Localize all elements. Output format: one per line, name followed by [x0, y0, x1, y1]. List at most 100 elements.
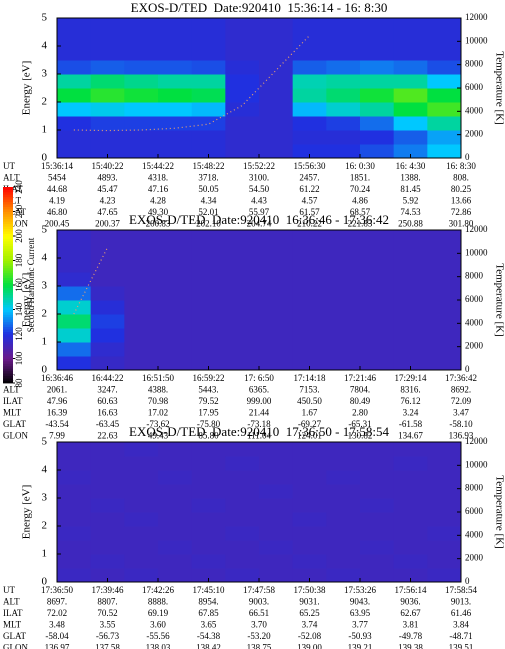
intensity-cell	[326, 512, 361, 527]
orbit-value: 60.63	[97, 396, 118, 406]
colorbar-step	[3, 316, 13, 320]
colorbar-step	[3, 265, 13, 269]
colorbar-step	[3, 253, 13, 256]
colorbar-step	[3, 228, 13, 232]
intensity-cell	[191, 230, 226, 245]
y-tick-label: 5	[42, 436, 48, 448]
intensity-cell	[360, 130, 395, 145]
colorbar-step	[3, 275, 13, 279]
orbit-value: 52.01	[198, 207, 218, 217]
orbit-value: 72.02	[47, 608, 67, 618]
intensity-cell	[292, 244, 327, 259]
intensity-cell	[57, 356, 92, 371]
intensity-cell	[57, 442, 92, 457]
intensity-cell	[259, 568, 294, 583]
colorbar-step	[3, 311, 13, 315]
y-axis-label: Energy [eV]	[21, 273, 33, 327]
intensity-cell	[360, 456, 395, 471]
intensity-cell	[225, 286, 260, 301]
colorbar-step	[3, 285, 13, 288]
orbit-value: 4.23	[100, 196, 116, 206]
intensity-cell	[57, 272, 92, 287]
intensity-cell	[393, 286, 428, 301]
intensity-cell	[90, 328, 125, 343]
intensity-cell	[259, 244, 294, 259]
orbit-row-label: ALT	[3, 173, 20, 183]
orbit-value: 74.53	[400, 207, 421, 217]
intensity-cell	[259, 512, 294, 527]
orbit-value: -58.04	[45, 631, 69, 641]
orbit-value: 1851.	[350, 173, 370, 183]
intensity-cell	[326, 74, 361, 89]
intensity-cell	[57, 286, 92, 301]
intensity-cell	[158, 46, 193, 61]
intensity-cell	[259, 526, 294, 541]
intensity-cell	[427, 244, 462, 259]
intensity-cell	[90, 286, 125, 301]
colorbar-label: Second Harmonic Current	[26, 237, 36, 332]
orbit-value: 4388.	[148, 385, 168, 395]
colorbar-step	[3, 255, 13, 259]
intensity-cell	[225, 356, 260, 371]
intensity-cell	[259, 88, 294, 103]
orbit-value: 999.00	[247, 396, 272, 406]
orbit-value: 7.99	[49, 431, 65, 441]
intensity-cell	[124, 102, 159, 117]
y-tick-label: 0	[42, 152, 48, 164]
intensity-cell	[158, 442, 193, 457]
y-tick-label: 3	[42, 280, 48, 292]
orbit-value: 50.05	[198, 184, 219, 194]
intensity-cell	[259, 130, 294, 145]
intensity-cell	[360, 230, 395, 245]
orbit-value: 15:44:22	[142, 161, 174, 171]
intensity-cell	[191, 18, 226, 33]
colorbar-tick-label: 240	[14, 180, 24, 194]
intensity-cell	[360, 32, 395, 47]
intensity-cell	[326, 568, 361, 583]
y2-tick-label: 0	[465, 364, 470, 374]
intensity-cell	[124, 314, 159, 329]
panel-title: EXOS-D/TED Date:920410 15:36:14 - 16: 8:…	[131, 0, 388, 15]
y2-tick-label: 4000	[465, 105, 484, 115]
intensity-cell	[225, 272, 260, 287]
intensity-cell	[259, 46, 294, 61]
colorbar-step	[3, 280, 13, 283]
orbit-value: 3.55	[100, 620, 116, 630]
orbit-value: 44.68	[47, 184, 68, 194]
orbit-row-label: GLON	[3, 643, 28, 649]
intensity-cell	[124, 88, 159, 103]
intensity-cell	[225, 102, 260, 117]
orbit-value: 17.95	[198, 408, 219, 418]
intensity-cell	[393, 328, 428, 343]
orbit-value: 3.81	[403, 620, 419, 630]
intensity-cell	[393, 230, 428, 245]
intensity-cell	[326, 144, 361, 159]
y-tick-label: 3	[42, 492, 48, 504]
intensity-cell	[326, 88, 361, 103]
orbit-value: 21.44	[249, 408, 270, 418]
intensity-cell	[292, 554, 327, 569]
intensity-cell	[427, 498, 462, 513]
intensity-cell	[124, 60, 159, 75]
y2-axis-label: Temperature [K]	[493, 263, 505, 336]
intensity-cell	[158, 498, 193, 513]
intensity-cell	[360, 60, 395, 75]
colorbar-step	[3, 194, 13, 198]
intensity-cell	[393, 18, 428, 33]
intensity-cell	[124, 342, 159, 357]
intensity-cell	[427, 356, 462, 371]
intensity-cell	[191, 116, 226, 131]
intensity-cell	[57, 258, 92, 273]
intensity-cell	[326, 554, 361, 569]
orbit-value: 3.47	[453, 408, 469, 418]
colorbar-step	[3, 233, 13, 237]
orbit-value: 54.50	[249, 184, 270, 194]
orbit-value: 15:56:30	[293, 161, 326, 171]
orbit-value: 8692.	[451, 385, 471, 395]
intensity-cell	[292, 498, 327, 513]
intensity-cell	[360, 116, 395, 131]
intensity-cell	[90, 512, 125, 527]
intensity-cell	[393, 88, 428, 103]
intensity-cell	[360, 88, 395, 103]
orbit-value: -53.20	[247, 631, 271, 641]
